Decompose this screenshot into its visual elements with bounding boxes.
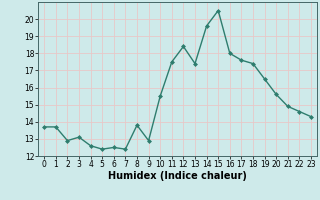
X-axis label: Humidex (Indice chaleur): Humidex (Indice chaleur) — [108, 171, 247, 181]
